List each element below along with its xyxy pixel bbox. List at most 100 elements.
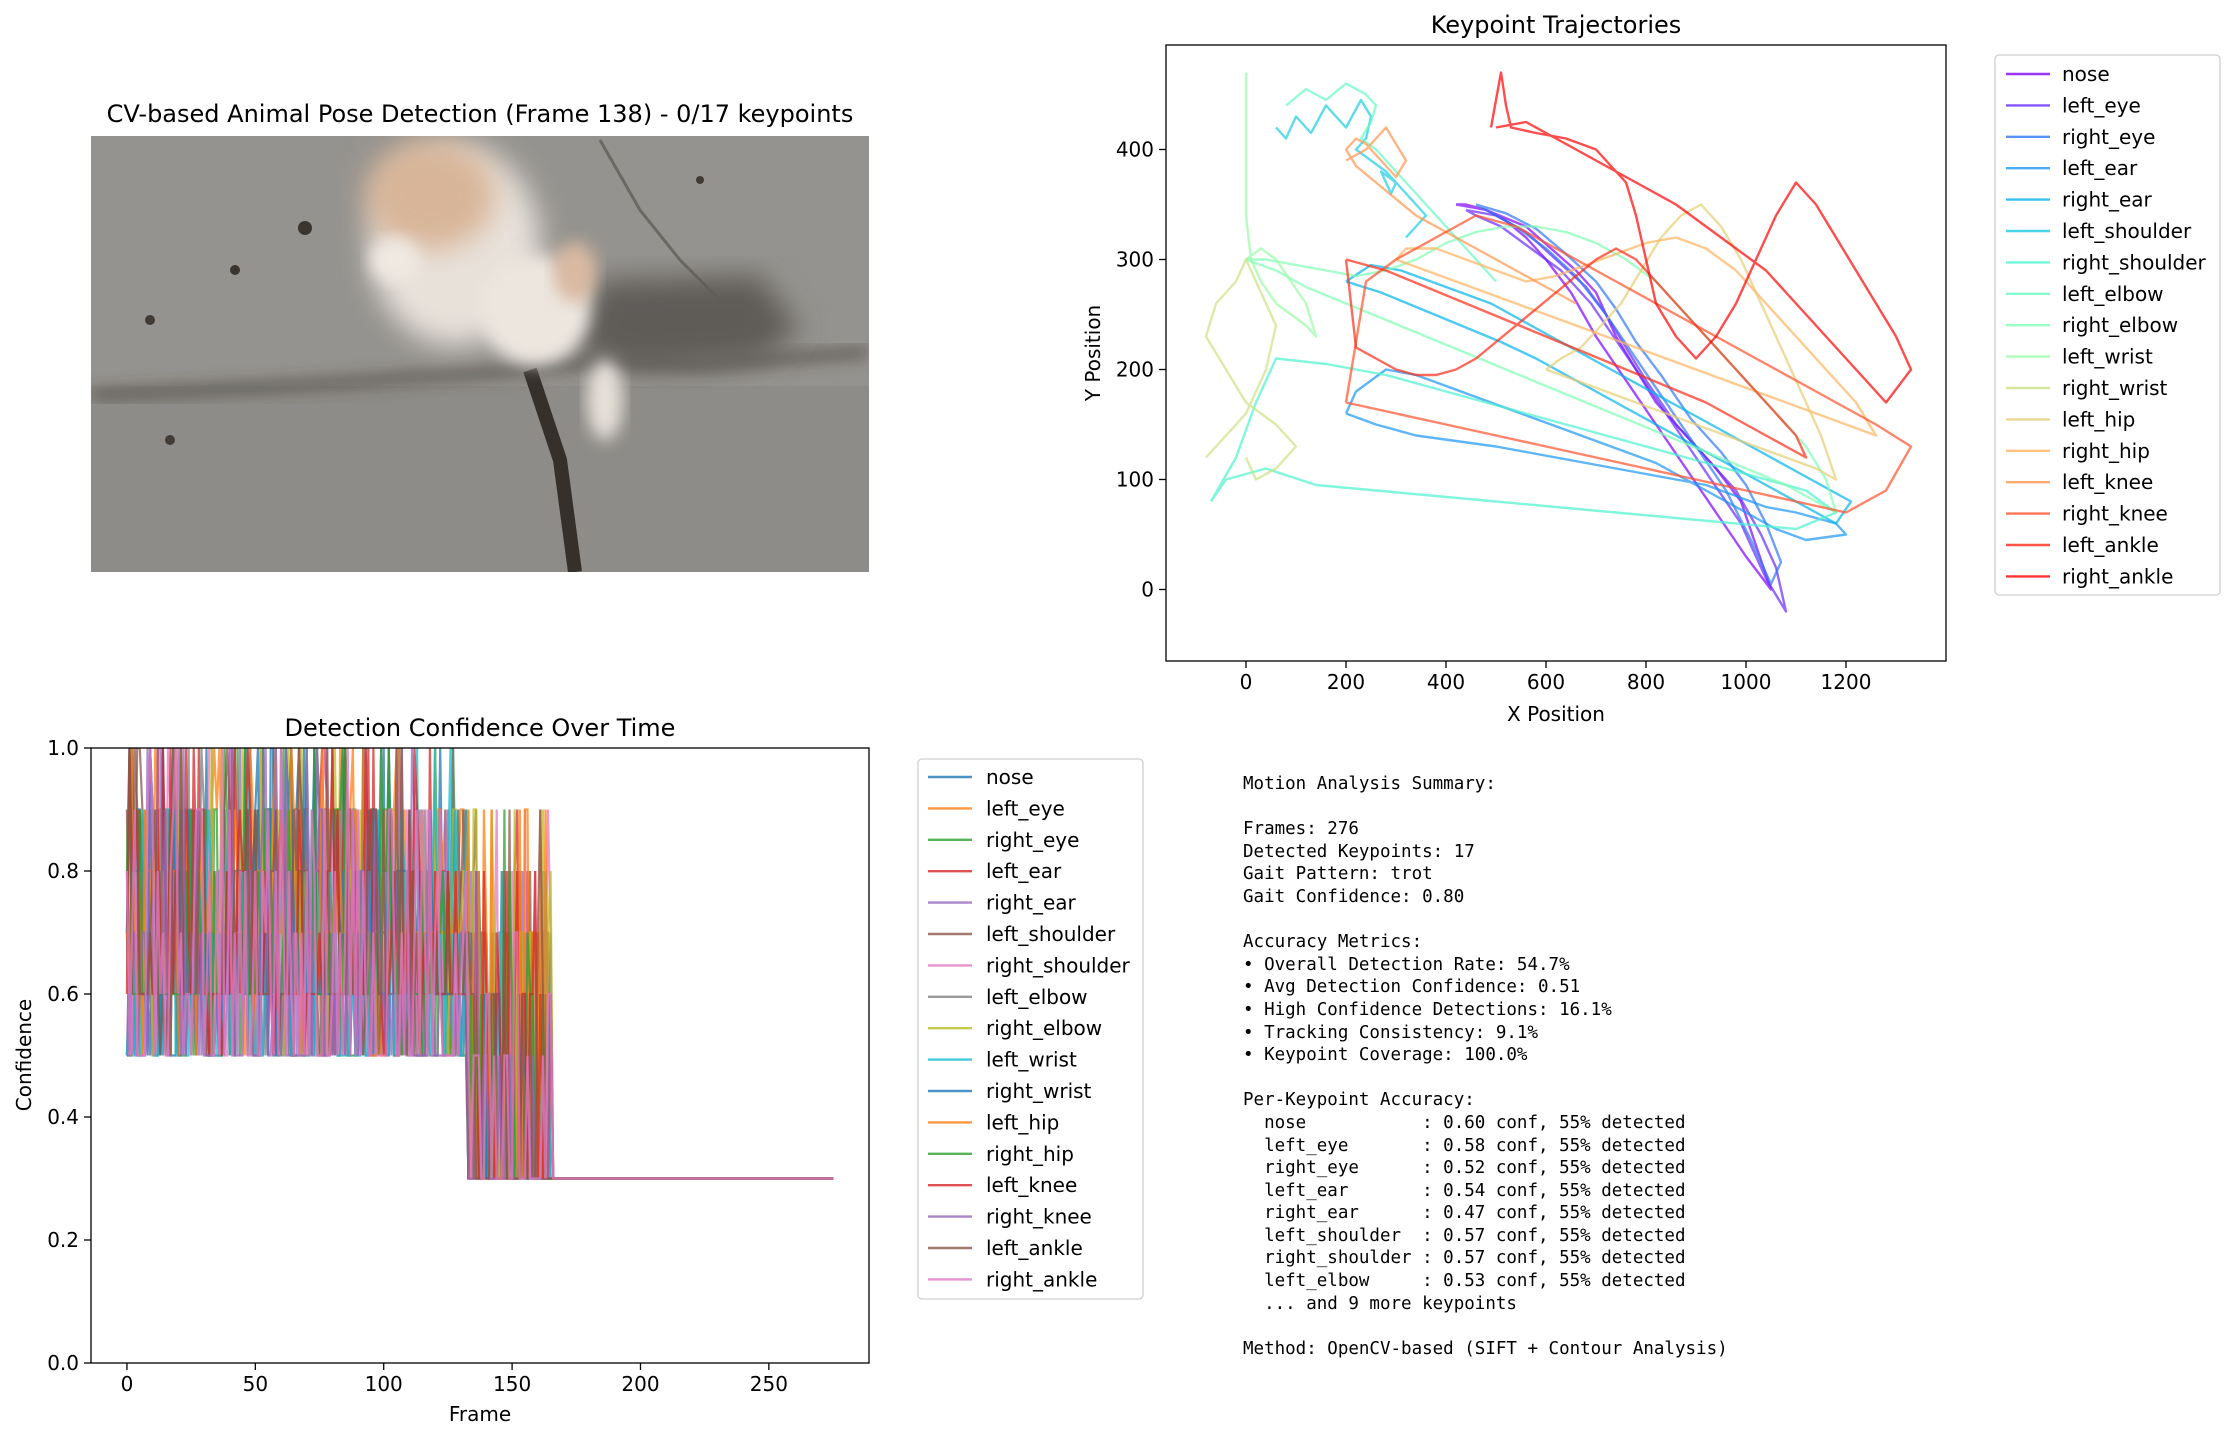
confidence-x-label: Frame xyxy=(449,1402,511,1426)
summary-line xyxy=(1243,909,2143,932)
confidence-y-tick-label: 1.0 xyxy=(47,736,79,760)
trajectory-x-label: X Position xyxy=(1507,702,1605,726)
trajectory-legend-label-left-eye: left_eye xyxy=(2062,93,2141,117)
confidence-y-tick-label: 0.4 xyxy=(47,1105,79,1129)
trajectory-line-right-wrist xyxy=(1204,258,1298,481)
stone-3 xyxy=(145,315,155,325)
confidence-legend-label-left-eye: left_eye xyxy=(986,796,1065,820)
confidence-y-tick-label: 0.0 xyxy=(47,1351,79,1375)
summary-line: • Avg Detection Confidence: 0.51 xyxy=(1243,977,1581,998)
confidence-x-ticks: 0 50 100 150 200 250 xyxy=(121,1363,788,1396)
trajectory-legend-label-left-shoulder: left_shoulder xyxy=(2062,219,2192,243)
trajectory-x-tick-label: 0 xyxy=(1240,670,1253,694)
trajectory-x-tick-label: 400 xyxy=(1427,670,1465,694)
trajectory-plot-frame xyxy=(1165,44,1947,662)
trajectory-line-left-elbow xyxy=(1285,82,1497,283)
trajectory-legend-label-left-ear: left_ear xyxy=(2062,156,2138,180)
cat-back xyxy=(365,140,495,250)
confidence-y-ticks: 0.0 0.2 0.4 0.6 0.8 1.0 xyxy=(47,736,91,1375)
trajectory-legend-label-right-wrist: right_wrist xyxy=(2062,376,2168,400)
confidence-legend-label-right-ear: right_ear xyxy=(986,891,1077,915)
confidence-x-tick-label: 0 xyxy=(121,1372,134,1396)
confidence-legend-box xyxy=(917,758,1144,1300)
cat-shadow xyxy=(570,275,800,370)
trajectory-y-tick-label: 300 xyxy=(1116,248,1154,272)
summary-line: Gait Confidence: 0.80 xyxy=(1243,886,1465,907)
trajectory-legend: nose left_eye right_eye left_ear right_earle… xyxy=(2006,62,2207,588)
trajectory-y-tick-label: 400 xyxy=(1116,138,1154,162)
summary-line: right_shoulder : 0.57 conf, 55% detected xyxy=(1243,1248,1686,1269)
trajectory-line-left-ear xyxy=(1344,368,1848,542)
summary-line: • High Confidence Detections: 16.1% xyxy=(1243,999,1612,1020)
confidence-legend-label-left-knee: left_knee xyxy=(986,1173,1077,1197)
trajectory-legend-label-left-knee: left_knee xyxy=(2062,470,2153,494)
confidence-y-label: Confidence xyxy=(12,999,36,1111)
trajectory-x-tick-label: 800 xyxy=(1627,670,1665,694)
trajectory-legend-label-right-ankle: right_ankle xyxy=(2062,564,2173,588)
confidence-legend-label-left-shoulder: left_shoulder xyxy=(986,922,1116,946)
trajectory-y-tick-label: 0 xyxy=(1141,578,1154,602)
confidence-legend-label-right-eye: right_eye xyxy=(986,828,1079,852)
pavement-crack-1 xyxy=(91,348,869,399)
confidence-legend-label-right-knee: right_knee xyxy=(986,1205,1092,1229)
trajectory-line-right-ankle xyxy=(1489,71,1913,404)
summary-line: ... and 9 more keypoints xyxy=(1243,1293,1517,1314)
trajectory-legend-label-nose: nose xyxy=(2062,62,2110,86)
trajectory-legend-label-right-shoulder: right_shoulder xyxy=(2062,250,2207,274)
confidence-x-tick-label: 100 xyxy=(365,1372,403,1396)
trajectory-y-label: Y Position xyxy=(1081,305,1105,402)
summary-line: left_eye : 0.58 conf, 55% detected xyxy=(1243,1135,1686,1156)
confidence-legend-label-left-hip: left_hip xyxy=(986,1110,1059,1134)
confidence-x-tick-label: 50 xyxy=(243,1372,268,1396)
cat-paw xyxy=(370,238,420,282)
trajectory-legend-label-right-knee: right_knee xyxy=(2062,502,2168,526)
pavement-crack-2 xyxy=(523,367,582,572)
confidence-chart-title: Detection Confidence Over Time xyxy=(285,714,676,742)
summary-line: • Keypoint Coverage: 100.0% xyxy=(1243,1045,1528,1066)
cat-ear xyxy=(553,242,597,302)
motion-analysis-summary: Motion Analysis Summary: Frames: 276 Detec… xyxy=(1243,773,2143,1360)
confidence-series-group xyxy=(125,748,834,1180)
confidence-legend-label-right-hip: right_hip xyxy=(986,1142,1074,1166)
trajectory-x-tick-label: 1200 xyxy=(1821,670,1872,694)
video-frame-image xyxy=(91,136,869,572)
summary-line: Per-Keypoint Accuracy: xyxy=(1243,1090,1475,1111)
summary-line: Gait Pattern: trot xyxy=(1243,864,1433,885)
trajectory-legend-label-right-hip: right_hip xyxy=(2062,439,2150,463)
summary-line xyxy=(1243,1067,2143,1090)
summary-line: Accuracy Metrics: xyxy=(1243,932,1423,953)
confidence-legend-label-right-ankle: right_ankle xyxy=(986,1267,1097,1291)
trajectory-x-ticks: 0 200 400 600 800 1000 1200 xyxy=(1240,661,1872,694)
summary-line: right_ear : 0.47 conf, 55% detected xyxy=(1243,1203,1686,1224)
confidence-legend-label-nose: nose xyxy=(986,765,1034,789)
summary-line: Method: OpenCV-based (SIFT + Contour Ana… xyxy=(1243,1338,1728,1359)
trajectory-x-tick-label: 600 xyxy=(1527,670,1565,694)
trajectory-legend-label-left-elbow: left_elbow xyxy=(2062,282,2164,306)
trajectory-legend-label-left-hip: left_hip xyxy=(2062,407,2135,431)
summary-line xyxy=(1243,1315,2143,1338)
confidence-plot-frame xyxy=(90,747,870,1364)
summary-line: Motion Analysis Summary: xyxy=(1243,774,1496,794)
confidence-y-tick-label: 0.6 xyxy=(47,982,79,1006)
summary-line: nose : 0.60 conf, 55% detected xyxy=(1243,1112,1686,1133)
stone-5 xyxy=(696,176,704,184)
confidence-y-tick-label: 0.8 xyxy=(47,859,79,883)
stone-2 xyxy=(230,265,240,275)
summary-line: Detected Keypoints: 17 xyxy=(1243,841,1475,862)
confidence-legend: nose left_eye right_eye left_ear right_earle… xyxy=(928,765,1131,1291)
trajectory-legend-label-left-wrist: left_wrist xyxy=(2062,345,2153,369)
trajectory-line-left-hip xyxy=(1545,203,1838,481)
summary-line: • Tracking Consistency: 9.1% xyxy=(1243,1022,1539,1043)
trajectory-y-tick-label: 100 xyxy=(1116,468,1154,492)
confidence-legend-label-right-elbow: right_elbow xyxy=(986,1016,1102,1040)
confidence-legend-label-left-ear: left_ear xyxy=(986,859,1062,883)
trajectory-legend-box xyxy=(1994,54,2221,596)
trajectory-series-group xyxy=(1204,71,1913,613)
confidence-legend-label-left-ankle: left_ankle xyxy=(986,1236,1083,1260)
trajectory-chart-title: Keypoint Trajectories xyxy=(1431,11,1682,39)
trajectory-x-tick-label: 200 xyxy=(1327,670,1365,694)
confidence-legend-label-left-elbow: left_elbow xyxy=(986,985,1088,1009)
trajectory-line-left-ankle xyxy=(1344,247,1808,459)
confidence-x-tick-label: 200 xyxy=(621,1372,659,1396)
